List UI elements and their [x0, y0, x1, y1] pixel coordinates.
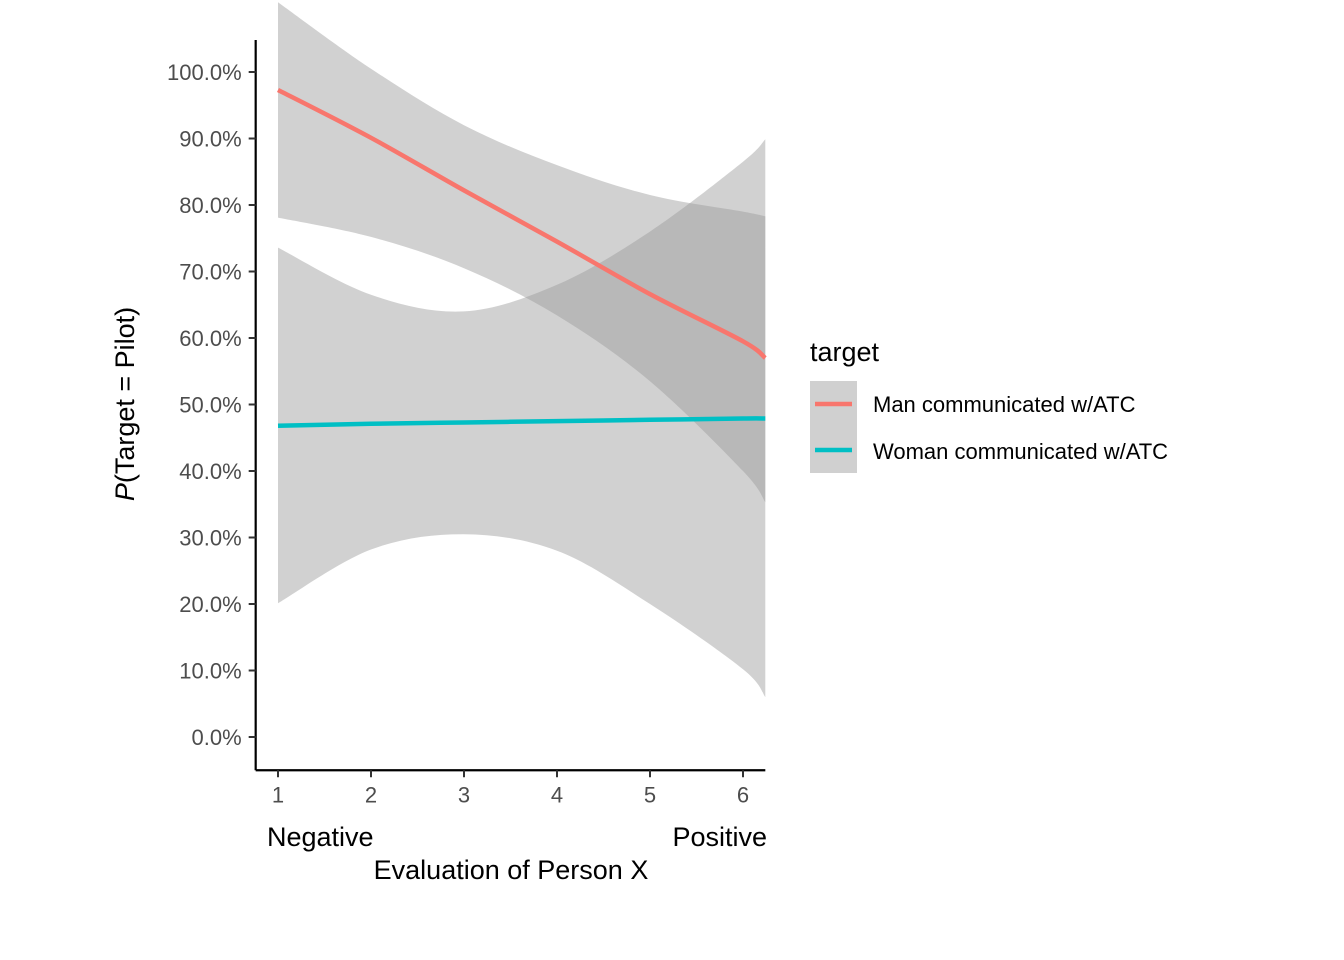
ribbon-woman: [278, 139, 766, 698]
x-tick-label: 4: [551, 782, 563, 807]
x-tick-label: 1: [272, 782, 284, 807]
y-tick-label: 90.0%: [179, 127, 241, 152]
x-tick-label: 3: [458, 782, 470, 807]
x-endpoint-label-right: Positive: [672, 822, 767, 852]
y-axis-title-italic: P: [110, 483, 140, 501]
y-tick-label: 10.0%: [179, 659, 241, 684]
y-tick-label: 0.0%: [192, 725, 242, 750]
y-tick-label: 70.0%: [179, 260, 241, 285]
y-axis-title-rest: (Target = Pilot): [110, 307, 140, 483]
legend-label-man: Man communicated w/ATC: [873, 392, 1136, 417]
series-line-woman: [277, 416, 766, 429]
legend-title: target: [810, 337, 880, 367]
y-tick-label: 60.0%: [179, 326, 241, 351]
series-lines: [276, 87, 767, 429]
ribbon-man: [278, 2, 766, 503]
confidence-ribbons: [278, 2, 766, 698]
y-tick-label: 100.0%: [167, 60, 242, 85]
x-axis-title: Evaluation of Person X: [374, 855, 649, 885]
legend: target Man communicated w/ATC Woman comm…: [810, 337, 1168, 473]
x-axis-ticks: 1 2 3 4 5 6: [272, 770, 749, 807]
x-endpoint-label-left: Negative: [267, 822, 374, 852]
x-tick-label: 2: [365, 782, 377, 807]
legend-label-woman: Woman communicated w/ATC: [873, 439, 1168, 464]
y-tick-label: 40.0%: [179, 459, 241, 484]
y-axis-ticks: 0.0% 10.0% 20.0% 30.0% 40.0% 50.0% 60.0% 70.0% 8…: [167, 60, 256, 750]
y-tick-label: 50.0%: [179, 393, 241, 418]
y-tick-label: 80.0%: [179, 193, 241, 218]
y-tick-label: 20.0%: [179, 592, 241, 617]
x-tick-label: 6: [737, 782, 749, 807]
y-tick-label: 30.0%: [179, 526, 241, 551]
series-line-man: [276, 87, 767, 360]
legend-key-background: [810, 381, 857, 473]
y-axis-title: P(Target = Pilot): [110, 307, 140, 501]
x-tick-label: 5: [644, 782, 656, 807]
